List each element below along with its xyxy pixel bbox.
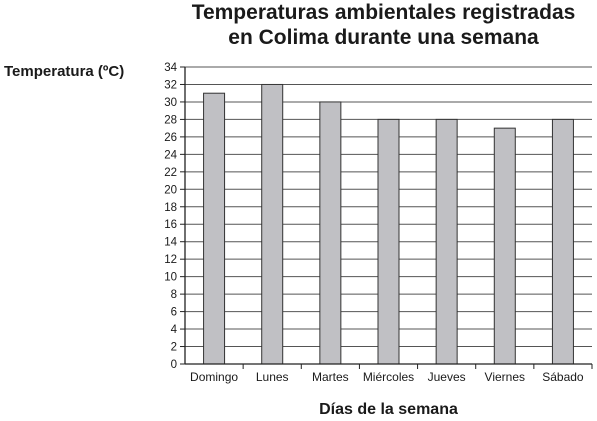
y-tick-label: 0 [171,359,177,371]
y-tick-label: 16 [164,219,177,231]
y-tick-label: 10 [164,272,177,284]
bar-domingo [204,93,225,364]
y-tick-label: 32 [164,79,177,91]
y-tick-label: 8 [171,289,177,301]
x-tick-label: Martes [312,370,349,384]
x-tick-label: Miércoles [363,370,414,384]
y-tick-label: 4 [171,324,178,336]
y-tick-label: 2 [171,342,177,354]
x-tick-label: Jueves [428,370,466,384]
bar-sábado [552,119,573,364]
y-tick-label: 22 [164,167,177,179]
y-tick-label: 14 [164,237,177,249]
bar-miércoles [378,119,399,364]
y-tick-label: 6 [171,307,177,319]
y-tick-label: 20 [164,184,177,196]
y-tick-label: 34 [164,62,177,74]
y-tick-label: 30 [164,97,177,109]
bar-martes [320,102,341,364]
bar-viernes [494,128,515,364]
x-tick-label: Sábado [542,370,584,384]
y-tick-label: 28 [164,114,177,126]
y-tick-label: 12 [164,254,177,266]
y-tick-label: 18 [164,202,177,214]
y-tick-label: 26 [164,132,177,144]
x-tick-label: Domingo [190,370,238,384]
bar-jueves [436,119,457,364]
x-tick-label: Viernes [485,370,525,384]
x-tick-label: Lunes [256,370,289,384]
bar-lunes [262,84,283,364]
y-tick-label: 24 [164,149,177,161]
